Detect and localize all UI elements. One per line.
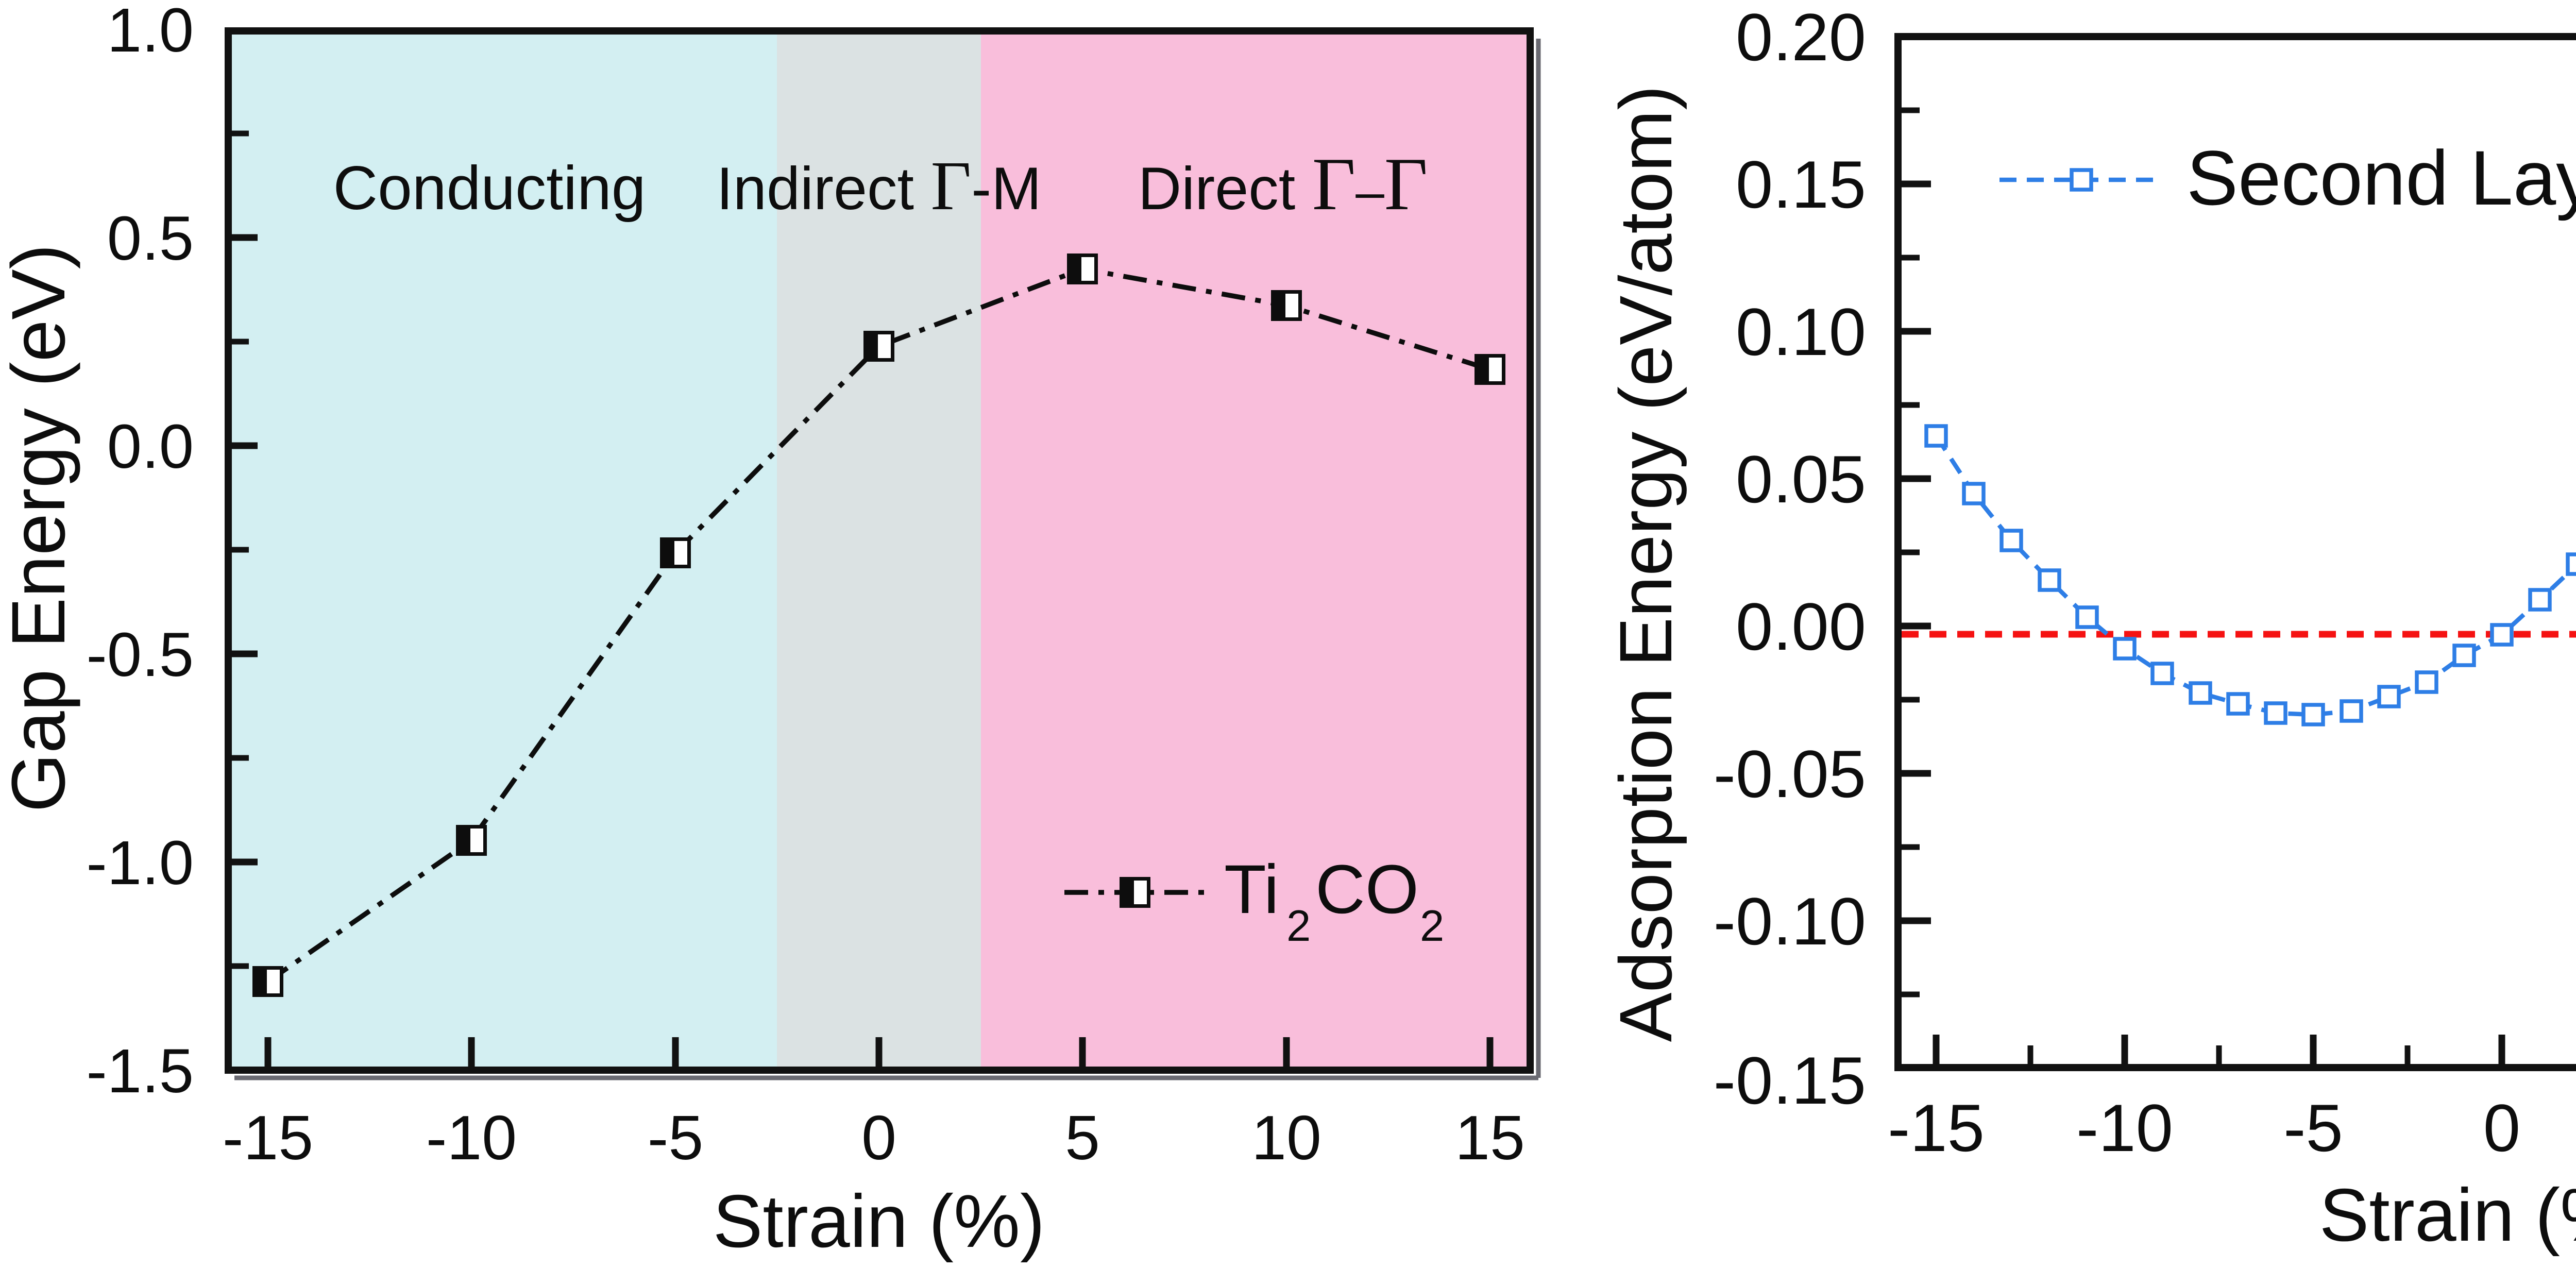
svg-text:Gap Energy (eV): Gap Energy (eV) [0,244,81,812]
svg-text:Indirect Γ-M: Indirect Γ-M [716,147,1041,225]
svg-text:Conducting: Conducting [333,154,646,223]
svg-text:5: 5 [1065,1103,1100,1173]
svg-text:-1.5: -1.5 [86,1036,194,1106]
svg-text:0.15: 0.15 [1736,147,1866,222]
svg-text:Direct Γ–Γ: Direct Γ–Γ [1138,142,1428,226]
svg-text:-15: -15 [1888,1090,1985,1165]
svg-text:0.05: 0.05 [1736,442,1866,517]
svg-text:-0.15: -0.15 [1714,1043,1866,1118]
svg-text:CO: CO [1315,851,1419,928]
svg-text:-10: -10 [2076,1090,2173,1165]
svg-text:2: 2 [1420,902,1444,951]
svg-text:-10: -10 [426,1103,517,1173]
svg-text:Ti: Ti [1224,851,1279,928]
svg-text:15: 15 [1455,1103,1525,1173]
svg-text:0.10: 0.10 [1736,294,1866,369]
svg-text:-0.5: -0.5 [86,619,194,689]
svg-text:0: 0 [2483,1090,2520,1165]
svg-text:0.00: 0.00 [1736,589,1866,664]
svg-text:2: 2 [1286,902,1311,951]
svg-text:0.0: 0.0 [107,411,194,481]
svg-text:-0.10: -0.10 [1714,884,1866,959]
svg-text:-0.05: -0.05 [1714,736,1866,811]
svg-text:-15: -15 [223,1103,313,1173]
svg-text:0.20: 0.20 [1736,0,1866,75]
svg-text:Second Layer Li: Second Layer Li [2187,134,2576,221]
svg-text:-5: -5 [648,1103,703,1173]
svg-text:0.5: 0.5 [107,203,194,273]
svg-text:Strain (%): Strain (%) [2319,1173,2576,1257]
svg-text:0: 0 [861,1103,896,1173]
svg-text:1.0: 1.0 [107,0,194,65]
svg-text:-1.0: -1.0 [86,827,194,898]
svg-text:Strain (%): Strain (%) [713,1179,1045,1263]
svg-text:Adsorption Energy (eV/atom): Adsorption Energy (eV/atom) [1604,86,1687,1042]
svg-text:-5: -5 [2283,1090,2343,1165]
svg-text:10: 10 [1251,1103,1321,1173]
